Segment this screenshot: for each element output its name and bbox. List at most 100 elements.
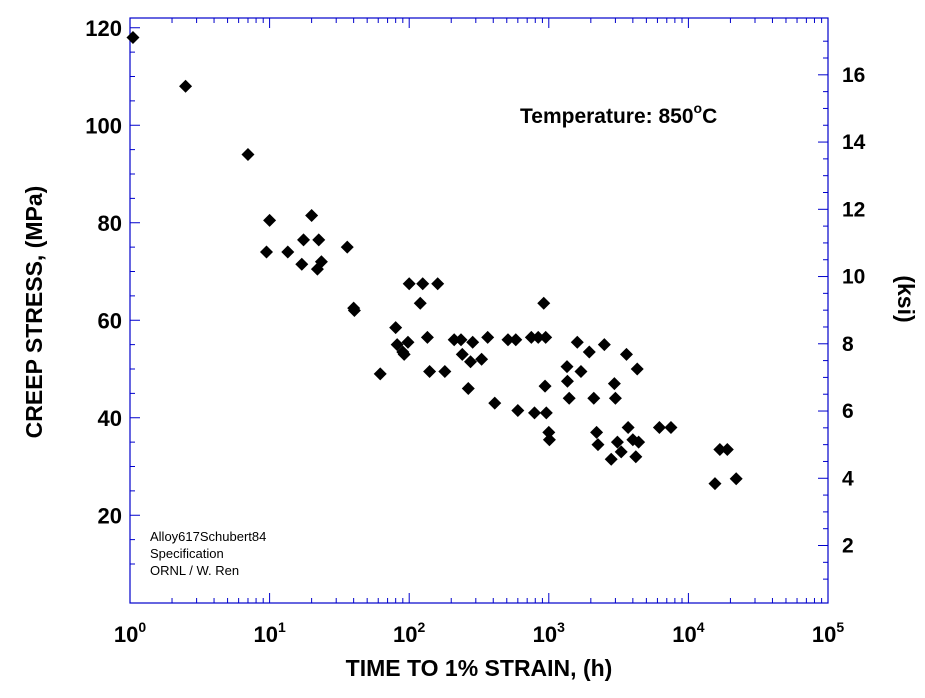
data-point [475, 352, 489, 366]
data-point [241, 148, 255, 161]
data-point [729, 472, 743, 486]
data-point [423, 364, 437, 378]
x-tick-label-exponent: 4 [697, 619, 705, 635]
y2-tick-label: 10 [842, 266, 865, 289]
x-tick-label-exponent: 1 [278, 619, 286, 635]
y-tick-label: 60 [98, 308, 122, 333]
x-tick-label: 101 [253, 619, 285, 647]
data-point [373, 367, 387, 381]
data-point [389, 321, 403, 335]
data-point [401, 335, 415, 349]
data-point [528, 406, 542, 420]
data-point [591, 438, 605, 452]
data-point [397, 347, 411, 361]
y2-tick-label: 2 [842, 535, 854, 558]
y-tick-label: 80 [98, 211, 122, 236]
data-point [619, 347, 633, 361]
y-axis-title: CREEP STRESS, (MPa) [21, 186, 47, 439]
x-tick-label-exponent: 5 [836, 619, 844, 635]
data-point [574, 364, 588, 378]
data-point [464, 355, 478, 369]
data-point [542, 433, 556, 447]
x-tick-label-base: 10 [812, 622, 836, 647]
y2-tick-label: 12 [842, 198, 865, 221]
x-tick-label-base: 10 [393, 622, 417, 647]
data-point [610, 435, 624, 449]
data-point [511, 403, 525, 417]
data-point [708, 477, 722, 491]
x-tick-label: 102 [393, 619, 425, 647]
data-point [537, 296, 551, 310]
x-tick-label: 104 [672, 619, 704, 647]
y-tick-label: 20 [98, 503, 122, 528]
data-point [713, 442, 727, 456]
data-point [608, 391, 622, 405]
y2-tick-label: 8 [842, 333, 854, 356]
data-point [305, 208, 319, 222]
data-point [416, 277, 430, 291]
data-point [447, 333, 461, 347]
temperature-annotation-unit: C [702, 105, 717, 128]
data-point [720, 442, 734, 456]
data-point [570, 335, 584, 349]
data-point [263, 213, 277, 227]
data-points [126, 31, 743, 491]
temperature-annotation-text: Temperature: 850 [520, 105, 694, 128]
axis-ticks [129, 18, 829, 603]
data-point [488, 396, 502, 410]
y-tick-label: 100 [85, 113, 122, 138]
data-point [295, 257, 309, 271]
temperature-annotation: Temperature: 850oC [520, 100, 717, 128]
data-point [347, 304, 361, 317]
data-point [461, 382, 475, 395]
data-point [431, 277, 445, 291]
data-point [542, 425, 556, 439]
y2-tick-label: 4 [842, 467, 854, 490]
data-point [314, 255, 328, 269]
data-point [402, 277, 416, 291]
data-point [509, 333, 523, 347]
data-point [297, 233, 311, 247]
plot-border [129, 17, 829, 604]
data-point [126, 31, 140, 44]
data-point [481, 330, 495, 344]
y2-tick-label: 16 [842, 64, 865, 87]
data-point [632, 435, 646, 449]
data-point [560, 374, 574, 388]
data-point [652, 421, 666, 434]
data-point [281, 245, 295, 259]
data-point [179, 79, 193, 93]
data-point [630, 362, 644, 376]
note-line-1: Alloy617Schubert84 [150, 529, 266, 544]
data-point [454, 333, 468, 347]
data-point [501, 333, 515, 347]
y2-tick-label: 6 [842, 400, 854, 423]
data-point [562, 391, 576, 405]
data-point [539, 406, 553, 420]
y-tick-label: 40 [98, 406, 122, 431]
data-point [664, 421, 678, 434]
x-tick-label: 105 [812, 619, 844, 647]
x-axis-title: TIME TO 1% STRAIN, (h) [346, 655, 613, 681]
data-point [607, 377, 621, 391]
x-tick-label-base: 10 [114, 622, 138, 647]
data-point [560, 360, 574, 374]
x-tick-label-exponent: 3 [557, 619, 565, 635]
x-tick-label-exponent: 2 [418, 619, 426, 635]
x-tick-label-base: 10 [533, 622, 557, 647]
note-line-2: Specification [150, 546, 224, 561]
tick-labels: 100 101 102 103 104 1052040608010012024681012… [85, 16, 865, 647]
data-point [582, 345, 596, 359]
data-point [259, 245, 273, 259]
data-point [531, 330, 545, 344]
data-point [340, 240, 354, 254]
x-tick-label: 103 [533, 619, 565, 647]
data-point [455, 347, 469, 361]
x-tick-label-base: 10 [672, 622, 696, 647]
data-point [538, 379, 552, 393]
data-point [438, 364, 452, 378]
data-point [524, 330, 538, 344]
x-tick-label-base: 10 [253, 622, 277, 647]
temperature-annotation-degree: o [694, 100, 703, 116]
